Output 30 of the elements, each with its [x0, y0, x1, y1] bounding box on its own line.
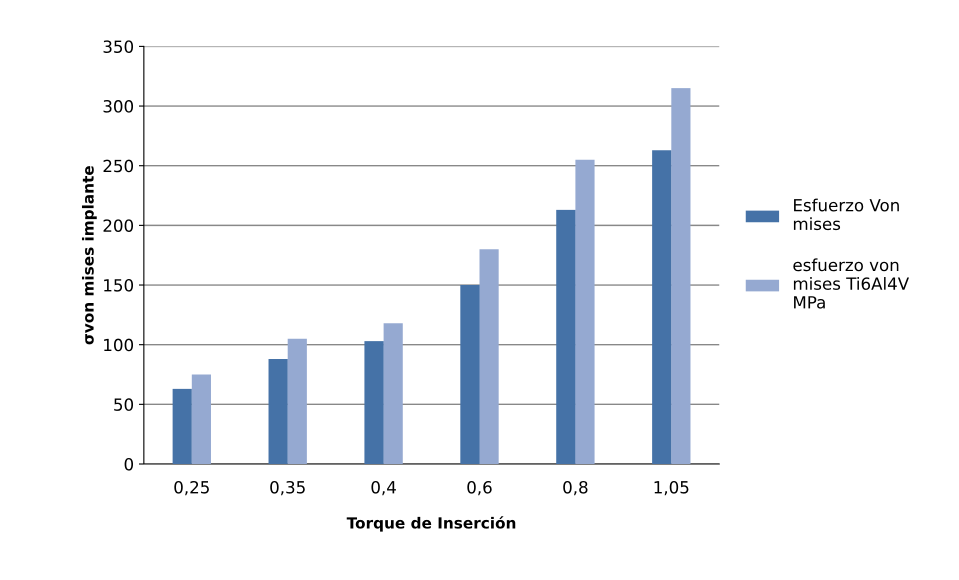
bar — [575, 160, 595, 464]
legend-label: esfuerzo von mises Ti6Al4V MPa — [793, 258, 909, 309]
y-tick-label: 150 — [104, 278, 134, 292]
bar — [384, 323, 403, 464]
bar — [192, 374, 211, 464]
x-tick-label: 0,35 — [270, 480, 305, 496]
bar — [172, 388, 192, 464]
bar — [556, 210, 576, 464]
bar — [268, 359, 288, 464]
bar — [480, 249, 499, 464]
y-tick-label: 0 — [124, 458, 134, 471]
y-tick-label: 350 — [104, 40, 134, 53]
bar — [288, 338, 307, 464]
x-axis-title: Torque de Inserción — [346, 516, 516, 532]
x-tick-label: 0,6 — [467, 480, 492, 496]
y-tick-label: 300 — [104, 100, 134, 113]
bar — [460, 285, 480, 464]
y-tick-label: 250 — [104, 160, 134, 172]
y-axis-title: σvon mises implante — [82, 166, 97, 344]
x-tick-label: 1,05 — [654, 480, 688, 496]
y-tick-label: 200 — [104, 219, 134, 232]
bar — [364, 341, 384, 464]
x-tick-label: 0,4 — [371, 480, 396, 496]
bar — [671, 88, 690, 464]
y-tick-label: 50 — [114, 398, 134, 411]
legend-label: Esfuerzo Von mises — [794, 198, 899, 230]
x-tick-label: 0,25 — [174, 480, 209, 496]
y-tick-label: 100 — [104, 338, 134, 352]
bar — [652, 150, 672, 464]
x-tick-label: 0,8 — [563, 480, 588, 496]
